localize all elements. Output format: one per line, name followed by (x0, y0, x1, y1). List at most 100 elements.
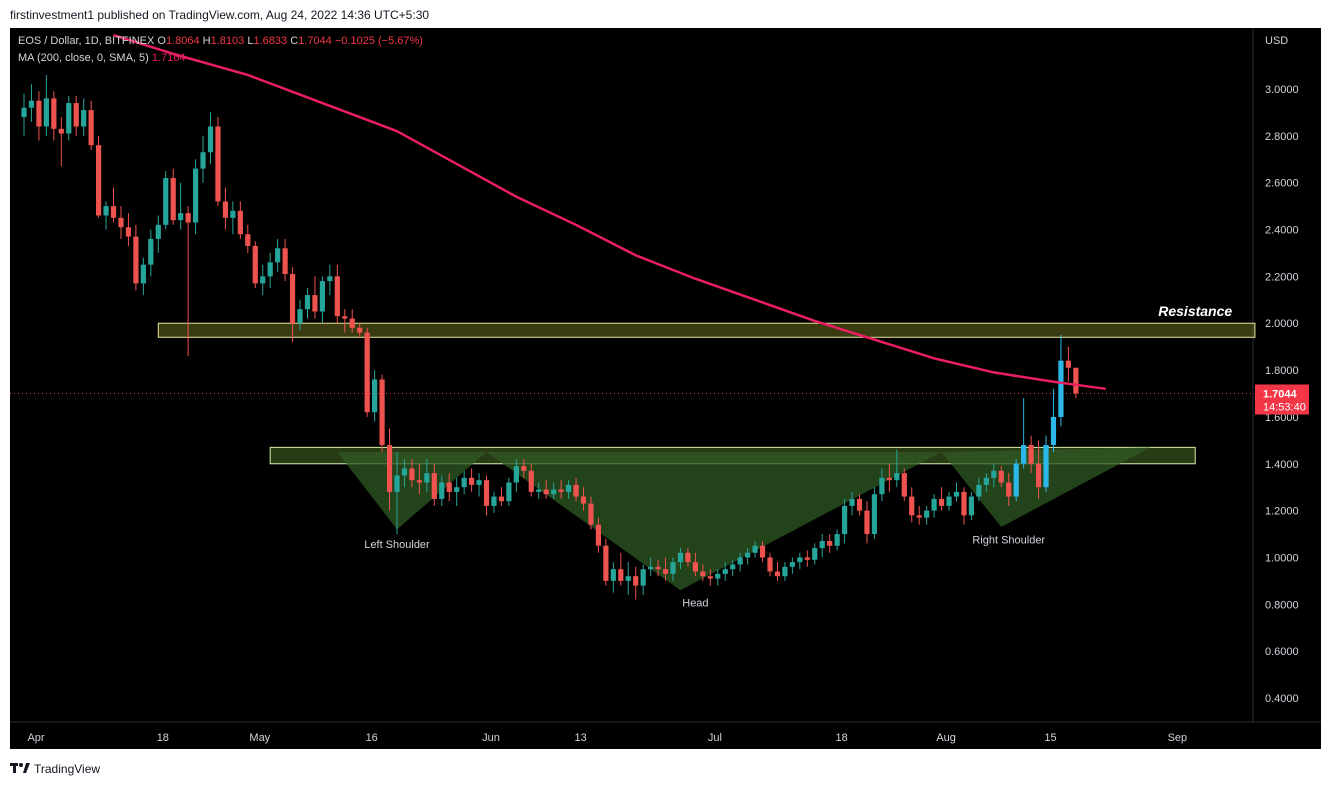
footer-bar: TradingView (0, 749, 1331, 786)
change-value: −0.1025 (−5.67%) (334, 35, 423, 47)
high-value: 1.8103 (210, 35, 245, 47)
candle-body (588, 503, 594, 525)
candle-body (327, 276, 333, 282)
candle-body (215, 126, 221, 202)
candle-body (230, 210, 236, 218)
candle-body (252, 245, 258, 284)
candle-body (416, 480, 422, 483)
candle-body (976, 484, 982, 497)
annotation-head: Head (682, 598, 708, 610)
x-tick-label: 16 (366, 732, 378, 744)
candle-body (685, 552, 691, 563)
candle-body (178, 213, 184, 221)
candle-body (849, 498, 855, 506)
candle-body (894, 473, 900, 481)
candle-body (901, 473, 907, 497)
publisher-line: firstinvestment1 published on TradingVie… (10, 8, 430, 22)
candle-body (319, 281, 325, 312)
y-tick-label: 2.0000 (1265, 318, 1299, 330)
candle-body (700, 571, 706, 577)
candle-body (782, 566, 788, 577)
y-tick-label: 2.6000 (1265, 178, 1299, 190)
candle-body (469, 477, 475, 485)
candle-body (498, 496, 505, 502)
candle-body (827, 541, 833, 546)
open-label: O (157, 35, 166, 47)
y-tick-label: 1.2000 (1265, 506, 1299, 518)
candle-body (312, 295, 318, 312)
candle-body (916, 515, 922, 518)
candle-body (812, 548, 818, 560)
candle-body (1028, 445, 1034, 464)
y-tick-label: 1.4000 (1265, 459, 1299, 471)
candle-body (991, 470, 997, 478)
candle-body (379, 379, 385, 446)
y-tick-label: 2.4000 (1265, 225, 1299, 237)
candle-body (409, 468, 415, 481)
candle-body (924, 510, 930, 518)
candle-body (357, 327, 363, 333)
pattern-triangle-0 (337, 452, 487, 530)
candle-body (36, 100, 42, 127)
candle-body (819, 541, 825, 549)
x-tick-label: Jul (708, 732, 722, 744)
candle-body (670, 562, 676, 574)
candle-body (364, 332, 370, 413)
last-price-value: 1.7044 (1263, 389, 1298, 401)
candle-body (275, 248, 281, 263)
candle-body (200, 152, 206, 169)
candle-body (282, 248, 288, 275)
candle-body (439, 482, 445, 499)
resistance-zone (157, 322, 1256, 338)
candle-body (931, 498, 937, 511)
chart-svg[interactable]: Resistance Left Shoulder Head Right Shoulde… (10, 28, 1321, 749)
candle-body (207, 126, 214, 153)
candle-body (237, 210, 243, 235)
candle-body (103, 206, 109, 216)
y-tick-label: 2.8000 (1265, 131, 1299, 143)
publisher-bar: firstinvestment1 published on TradingVie… (0, 0, 1331, 28)
candle-body (133, 236, 139, 284)
candle-body (521, 466, 527, 471)
x-tick-label: Jun (482, 732, 500, 744)
candle-body (1035, 463, 1042, 488)
candle-body (536, 489, 542, 492)
y-tick-label: 1.6000 (1265, 412, 1299, 424)
candle-body (603, 545, 609, 581)
ma-legend: MA (200, close, 0, SMA, 5) 1.7164 (18, 52, 186, 64)
candle-body (715, 573, 721, 579)
candle-body (304, 295, 311, 310)
candle-body (110, 206, 117, 218)
currency-label: USD (1265, 35, 1288, 47)
close-label: C (290, 35, 299, 47)
candle-body (267, 262, 273, 277)
candle-body (394, 475, 400, 492)
candle-body (737, 557, 743, 565)
candle-body (386, 445, 393, 492)
candle-body (752, 545, 758, 553)
candle-body (953, 491, 960, 497)
chart-panel[interactable]: Resistance Left Shoulder Head Right Shoulde… (10, 28, 1321, 749)
candle-body (43, 98, 49, 127)
candle-body (476, 480, 482, 485)
candle-body (998, 470, 1004, 483)
annotation-resistance: Resistance (1158, 303, 1232, 319)
candle-body (1050, 416, 1057, 446)
y-tick-label: 1.8000 (1265, 365, 1299, 377)
candle-body (454, 487, 460, 492)
candle-body (707, 576, 713, 579)
candle-body (506, 482, 512, 502)
candle-body (662, 569, 669, 574)
ohlc-legend: EOS / Dollar, 1D, BITFINEX O1.8064 H1.81… (18, 35, 423, 47)
candle-body (342, 316, 348, 319)
close-value: 1.7044 (298, 35, 332, 47)
annotation-left-shoulder: Left Shoulder (364, 539, 430, 551)
candle-body (789, 562, 795, 567)
candle-body (1058, 360, 1064, 417)
candle-body (51, 98, 57, 129)
candle-body (185, 213, 191, 223)
candle-body (745, 552, 751, 558)
last-price-tag (1255, 384, 1309, 415)
candle-body (424, 473, 430, 483)
candle-body (1021, 445, 1027, 464)
